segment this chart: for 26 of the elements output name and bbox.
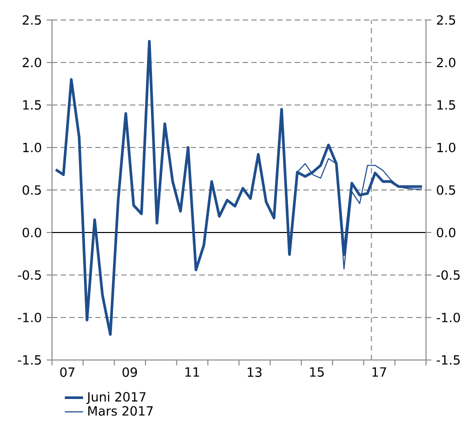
- y-tick-label: 2.5: [22, 15, 41, 25]
- x-tick-label: 17: [372, 367, 386, 377]
- x-tick-label: 11: [185, 367, 200, 377]
- y-tick-label: 0.0: [22, 228, 42, 238]
- y-tick-label: 2.0: [22, 58, 42, 68]
- y-tick-label: -0.5: [18, 270, 41, 280]
- x-tick-label: 13: [248, 367, 262, 377]
- y2-tick-label: 2.5: [436, 15, 456, 25]
- y-tick-label: -1.0: [18, 312, 42, 322]
- y-tick-label: 1.5: [23, 100, 41, 110]
- x-tick-label: 09: [122, 367, 137, 377]
- y2-tick-label: 2.0: [436, 58, 456, 68]
- y-tick-label: -1.5: [18, 355, 41, 365]
- legend-label: Juni 2017: [86, 392, 146, 404]
- y-tick-label: 0.5: [22, 185, 41, 195]
- y2-tick-label: 0.5: [436, 185, 456, 195]
- y2-tick-label: 1.0: [437, 142, 456, 152]
- y2-tick-label: -0.5: [436, 270, 460, 280]
- y2-tick-label: 0.0: [436, 228, 456, 238]
- x-tick-label: 07: [60, 367, 74, 377]
- x-tick-label: 15: [310, 367, 324, 377]
- y2-tick-label: 1.5: [437, 100, 456, 110]
- legend-label: Mars 2017: [88, 406, 153, 416]
- y2-tick-label: -1.0: [436, 312, 460, 322]
- y-tick-label: 1.0: [23, 142, 42, 152]
- y2-tick-label: -1.5: [436, 355, 460, 365]
